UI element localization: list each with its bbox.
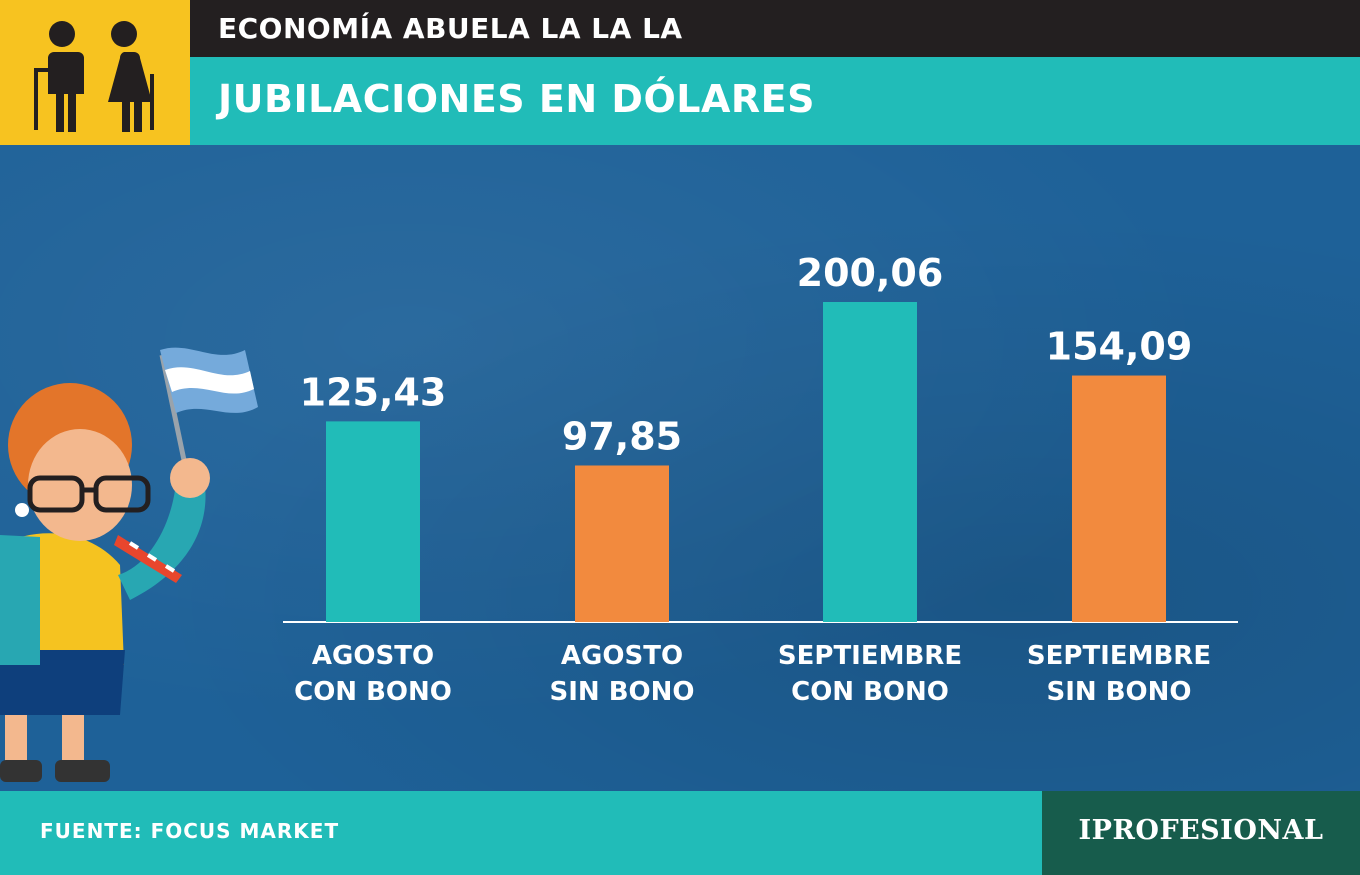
bar-value-label: 200,06 — [797, 251, 944, 295]
brand-box: IPROFESIONAL — [1042, 791, 1360, 875]
header-title-bar: JUBILACIONES EN DÓLARES — [190, 57, 1360, 145]
header-kicker-bar: ECONOMÍA ABUELA LA LA LA — [190, 0, 1360, 57]
category-label: SIN BONO — [550, 677, 695, 707]
bar-value-label: 97,85 — [562, 414, 682, 458]
bar — [575, 465, 669, 622]
bar — [326, 421, 420, 622]
bar-value-label: 154,09 — [1046, 325, 1193, 369]
header-icon-box — [0, 0, 190, 145]
bar — [1072, 375, 1166, 622]
brand-logo: IPROFESIONAL — [1078, 815, 1324, 846]
grandmother-with-argentina-flag-icon — [0, 347, 258, 782]
category-label: SIN BONO — [1047, 677, 1192, 707]
category-label: AGOSTO — [312, 641, 434, 671]
bar — [823, 302, 917, 622]
category-label: CON BONO — [294, 677, 452, 707]
elderly-couple-icon — [34, 21, 154, 132]
category-label: AGOSTO — [561, 641, 683, 671]
category-label: SEPTIEMBRE — [1027, 641, 1211, 671]
category-label: SEPTIEMBRE — [778, 641, 962, 671]
footer-bar: FUENTE: FOCUS MARKET — [0, 791, 1042, 875]
source-note: FUENTE: FOCUS MARKET — [40, 819, 340, 843]
bar-chart: 125,43 AGOSTO CON BONO 97,85 AGOSTO SIN BONO 2… — [0, 251, 1238, 782]
chart-title: JUBILACIONES EN DÓLARES — [218, 77, 815, 121]
bar-value-label: 125,43 — [300, 370, 447, 414]
header-kicker: ECONOMÍA ABUELA LA LA LA — [218, 12, 683, 45]
category-label: CON BONO — [791, 677, 949, 707]
chart-area: 125,43 AGOSTO CON BONO 97,85 AGOSTO SIN BONO 2… — [0, 145, 1360, 791]
